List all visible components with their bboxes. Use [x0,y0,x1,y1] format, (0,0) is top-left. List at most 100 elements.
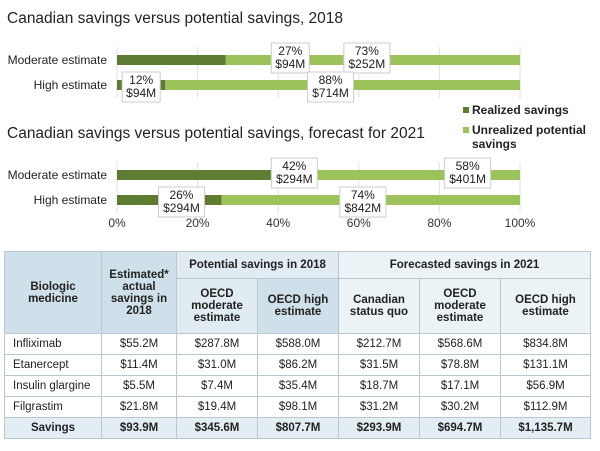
total-cell: $93.9M [101,417,177,439]
table-cell: $11.4M [101,354,177,376]
table-cell: $588.0M [257,333,339,355]
total-cell: $345.6M [176,417,258,439]
data-label: 88%$714M [307,71,355,103]
data-label-box [339,186,387,218]
data-label: 42%$294M [270,157,318,189]
total-cell: $694.7M [419,417,501,439]
category-label: Moderate estimate [8,53,108,67]
row-label: Insulin glargine [4,375,102,397]
data-label-text: 12% [129,73,153,87]
table-cell: $287.8M [176,333,258,355]
legend-item-realized: Realized savings [463,103,588,117]
table-cell: $55.2M [101,333,177,355]
table-cell: $17.1M [419,375,501,397]
table-cell: $56.9M [500,375,591,397]
data-label-text: $294M [276,172,313,186]
table-cell: $212.7M [338,333,420,355]
data-label: 73%$252M [343,42,391,74]
table-cell: $78.8M [419,354,501,376]
table-cell: $31.0M [176,354,258,376]
legend-swatch-realized [463,107,469,113]
data-label-box [343,42,391,74]
header-oecd-high-2018: OECD high estimate [257,278,339,334]
legend-label-unrealized: Unrealized potential savings [472,123,587,151]
table-cell: $18.7M [338,375,420,397]
header-group-2018: Potential savings in 2018 [176,251,339,279]
data-label-box [270,157,318,189]
header-oecd-mod-2018: OECD moderate estimate [176,278,258,334]
table-cell: $7.4M [176,375,258,397]
category-label: High estimate [34,78,108,92]
table-row: Etanercept $11.4M $31.0M $86.2M $31.5M $78.8M… [4,354,591,376]
header-group-2021: Forecasted savings in 2021 [338,251,591,279]
total-cell: $293.9M [338,417,420,439]
data-label: 26%$294M [157,186,205,218]
table-row: Infliximab $55.2M $287.8M $588.0M $212.7M $56… [4,333,591,355]
data-label: 27%$94M [270,42,310,74]
table-cell: $31.2M [338,396,420,418]
savings-table: Biologic medicine Estimated* actual savi… [4,251,591,439]
row-label: Infliximab [4,333,102,355]
legend-item-unrealized: Unrealized potential savings [463,123,588,151]
data-label-box [444,157,492,189]
bar-segment [286,170,520,180]
row-label: Etanercept [4,354,102,376]
data-label: 74%$842M [339,186,387,218]
category-label: Moderate estimate [8,168,108,182]
data-label-text: $94M [126,86,156,100]
table-cell: $31.5M [338,354,420,376]
data-label: 58%$401M [444,157,492,189]
bar-segment [117,170,287,180]
data-label-box [157,186,205,218]
table-row: Insulin glargine $5.5M $7.4M $35.4M $18.7M $1… [4,375,591,397]
data-label-text: $842M [344,201,381,215]
header-actual: Estimated* actual savings in 2018 [101,251,177,334]
x-tick-label: 60% [347,216,371,230]
table-cell: $35.4M [257,375,339,397]
bar-segment [117,55,226,65]
data-label-text: 74% [351,188,375,202]
table-cell: $21.8M [101,396,177,418]
data-label-text: $714M [312,86,349,100]
x-tick-label: 20% [186,216,210,230]
table-cell: $86.2M [257,354,339,376]
total-cell: $1,135.7M [500,417,591,439]
header-oecd-high-2021: OECD high estimate [500,278,591,334]
x-tick-label: 40% [266,216,290,230]
chart-title-2021: Canadian savings versus potential saving… [7,125,425,142]
table-cell: $112.9M [500,396,591,418]
total-cell: $807.7M [257,417,339,439]
table-cell: $131.1M [500,354,591,376]
legend: Realized savings Unrealized potential sa… [463,103,588,157]
header-oecd-mod-2021: OECD moderate estimate [419,278,501,334]
data-label-text: $294M [163,201,200,215]
data-label-box [307,71,355,103]
data-label-text: 58% [456,159,480,173]
data-label-text: $252M [349,57,386,71]
table-cell: $30.2M [419,396,501,418]
data-label-box [121,71,161,103]
table-cell: $568.6M [419,333,501,355]
data-label-text: 42% [282,159,306,173]
header-canadian-sq: Canadian status quo [338,278,420,334]
header-medicine: Biologic medicine [4,251,102,334]
x-tick-label: 0% [108,216,126,230]
legend-label-realized: Realized savings [472,103,569,117]
data-label-text: 26% [169,188,193,202]
table-cell: $19.4M [176,396,258,418]
x-tick-label: 100% [505,216,536,230]
table-cell: $98.1M [257,396,339,418]
data-label-text: 73% [355,44,379,58]
data-label-text: 27% [278,44,302,58]
table-cell: $5.5M [101,375,177,397]
x-tick-label: 80% [427,216,451,230]
table-cell: $834.8M [500,333,591,355]
category-label: High estimate [34,193,108,207]
data-label-text: $94M [275,57,305,71]
data-label: 12%$94M [121,71,161,103]
data-label-text: $401M [449,172,486,186]
data-label-box [270,42,310,74]
total-row: Savings $93.9M $345.6M $807.7M $293.9M $694.7… [4,417,591,439]
